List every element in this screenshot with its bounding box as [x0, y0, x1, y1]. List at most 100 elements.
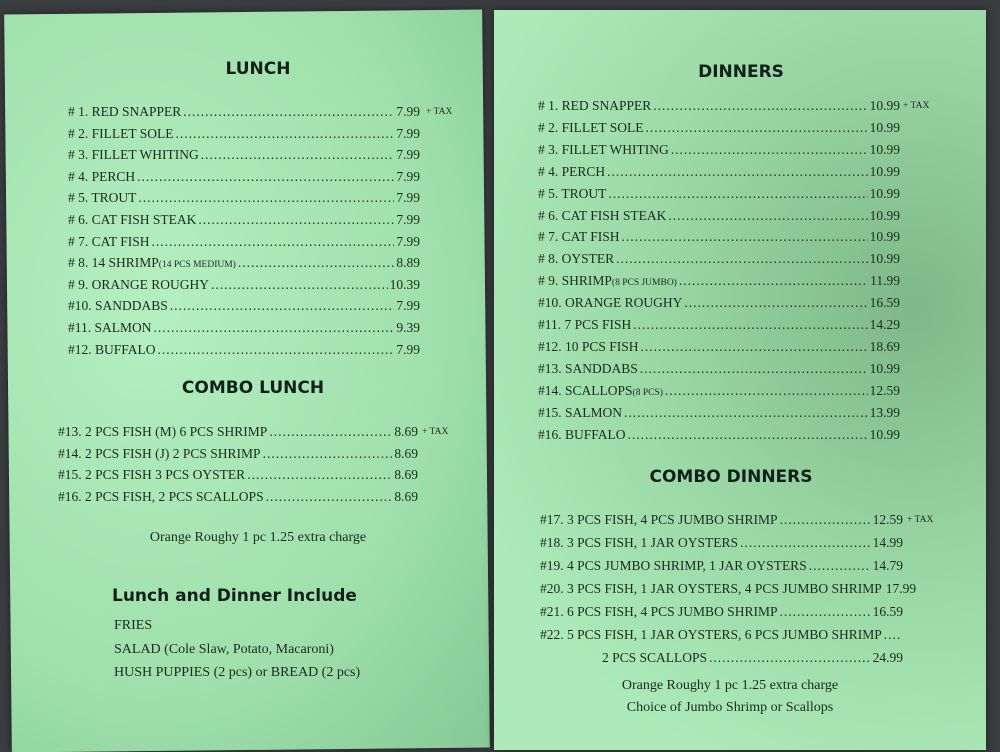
- dot-leader: [628, 427, 868, 443]
- menu-item: # 6. CAT FISH STEAK 10.99: [538, 208, 900, 224]
- dot-leader: [201, 147, 395, 163]
- menu-item: #14. 2 PCS FISH (J) 2 PCS SHRIMP 8.69: [58, 446, 418, 462]
- menu-item: # 7. CAT FISH 10.99: [538, 229, 900, 245]
- menu-item: #15. 2 PCS FISH 3 PCS OYSTER 8.69: [58, 467, 418, 483]
- dot-leader: [665, 383, 868, 399]
- item-name: # 7. CAT FISH: [68, 233, 150, 249]
- item-name: # 3. FILLET WHITING: [538, 141, 669, 157]
- menu-item: # 2. FILLET SOLE 7.99: [68, 126, 420, 142]
- item-price: 12.59: [869, 382, 900, 398]
- menu-item: #20. 3 PCS FISH, 1 JAR OYSTERS, 4 PCS JU…: [540, 581, 916, 597]
- item-price: 7.99: [396, 125, 420, 141]
- item-price: 7.99: [396, 298, 420, 314]
- dot-leader: [269, 424, 392, 440]
- dot-leader: [266, 489, 393, 505]
- menu-item: #12. 10 PCS FISH 18.69: [538, 339, 900, 355]
- menu-item: #12. BUFFALO 7.99: [68, 342, 420, 358]
- dot-leader: [198, 212, 394, 228]
- dot-leader: [183, 104, 394, 120]
- lunch-title: LUNCH: [225, 59, 291, 79]
- combo-lunch-title: COMBO LUNCH: [181, 378, 325, 398]
- item-price: 8.89: [396, 255, 420, 271]
- item-price: 16.59: [872, 604, 903, 619]
- menu-item: #10. SANDDABS 7.99: [68, 298, 420, 314]
- dot-leader: [170, 298, 395, 314]
- item-name: # 9. SHRIMP: [538, 273, 612, 289]
- tax-note: + TAX: [426, 107, 453, 117]
- item-name: #13. SANDDABS: [538, 360, 638, 376]
- item-name: # 4. PERCH: [68, 168, 136, 184]
- menu-item: #11. 7 PCS FISH 14.29: [538, 317, 900, 333]
- item-price: 16.59: [869, 295, 900, 311]
- item-name: #17. 3 PCS FISH, 4 PCS JUMBO SHRIMP: [540, 512, 778, 527]
- dot-leader: [809, 558, 871, 574]
- item-price: 7.99: [396, 341, 420, 357]
- menu-item: #16. 2 PCS FISH, 2 PCS SCALLOPS 8.69: [58, 489, 418, 505]
- item-name: #14. SCALLOPS: [538, 382, 633, 398]
- item-name: # 6. CAT FISH STEAK: [68, 212, 197, 227]
- item-price: 17.99: [885, 581, 917, 596]
- item-name: #20. 3 PCS FISH, 1 JAR OYSTERS, 4 PCS JU…: [540, 581, 882, 596]
- item-price: 14.29: [869, 317, 900, 332]
- dot-leader: [137, 169, 394, 185]
- item-name: # 8. OYSTER: [538, 251, 615, 267]
- dot-leader: [779, 512, 870, 528]
- menu-item: # 8. 14 SHRIMP(14 PCS MEDIUM) 8.89: [68, 255, 420, 271]
- dot-leader: [624, 405, 868, 421]
- item-price: 7.99: [396, 190, 420, 206]
- menu-item: # 1. RED SNAPPER 7.99: [68, 104, 420, 120]
- item-name: 2 PCS SCALLOPS: [602, 650, 708, 665]
- dot-leader: [671, 142, 868, 158]
- item-name: #12. BUFFALO: [68, 341, 156, 357]
- item-price: 10.99: [869, 426, 900, 442]
- tax-note: + TAX: [422, 427, 449, 437]
- menu-item: #13. SANDDABS 10.99: [538, 361, 900, 377]
- item-name: #22. 5 PCS FISH, 1 JAR OYSTERS, 6 PCS JU…: [540, 627, 882, 642]
- menu-item: #19. 4 PCS JUMBO SHRIMP, 1 JAR OYSTERS 14…: [540, 558, 903, 574]
- include-item: FRIES: [114, 618, 153, 633]
- dot-leader: [779, 604, 870, 620]
- dot-leader: [684, 295, 867, 311]
- menu-item: #22. 5 PCS FISH, 1 JAR OYSTERS, 6 PCS JU…: [540, 627, 903, 643]
- dot-leader: [884, 627, 901, 643]
- item-name: # 5. TROUT: [68, 190, 137, 206]
- item-name: # 2. FILLET SOLE: [538, 119, 644, 135]
- item-name: #11. 7 PCS FISH: [538, 317, 632, 332]
- item-name: #13. 2 PCS FISH (M) 6 PCS SHRIMP: [58, 424, 268, 439]
- menu-item: #11. SALMON 9.39: [68, 320, 420, 336]
- dot-leader: [176, 126, 395, 142]
- menu-item: # 4. PERCH 7.99: [68, 169, 420, 185]
- item-name: #10. SANDDABS: [68, 298, 168, 314]
- item-price: 14.99: [872, 535, 903, 550]
- menu-item: # 9. SHRIMP(8 PCS JUMBO) 11.99: [538, 273, 900, 289]
- item-price: 7.99: [396, 147, 420, 163]
- menu-item: #10. ORANGE ROUGHY 16.59: [538, 295, 900, 311]
- dot-leader: [211, 277, 388, 293]
- menu-item: # 8. OYSTER 10.99: [538, 251, 900, 267]
- item-note: (8 PCS): [632, 387, 663, 398]
- item-name: #16. 2 PCS FISH, 2 PCS SCALLOPS: [58, 488, 264, 504]
- item-price: 7.99: [396, 168, 420, 184]
- item-price: 10.99: [869, 251, 900, 267]
- dot-leader: [238, 255, 395, 271]
- menu-item: #18. 3 PCS FISH, 1 JAR OYSTERS 14.99: [540, 535, 903, 551]
- dot-leader: [154, 320, 395, 336]
- menu-item: # 4. PERCH 10.99: [538, 164, 900, 180]
- item-name: # 9. ORANGE ROUGHY: [68, 276, 209, 292]
- tax-note: + TAX: [903, 101, 930, 111]
- dot-leader: [158, 342, 395, 358]
- menu-item: # 3. FILLET WHITING 10.99: [538, 142, 900, 158]
- menu-item: #16. BUFFALO 10.99: [538, 427, 900, 443]
- item-name: #21. 6 PCS FISH, 4 PCS JUMBO SHRIMP: [540, 604, 778, 619]
- menu-item: # 3. FILLET WHITING 7.99: [68, 147, 420, 163]
- item-price: 8.69: [394, 488, 418, 504]
- item-name: #10. ORANGE ROUGHY: [538, 295, 683, 311]
- dot-leader: [709, 650, 871, 666]
- menu-item: # 5. TROUT 7.99: [68, 190, 420, 206]
- dot-leader: [679, 273, 868, 289]
- item-price: 10.99: [869, 98, 900, 113]
- item-price: 10.99: [869, 141, 900, 157]
- item-price: 9.39: [396, 320, 420, 335]
- item-price: 14.79: [872, 558, 903, 573]
- item-name: #16. BUFFALO: [538, 426, 626, 442]
